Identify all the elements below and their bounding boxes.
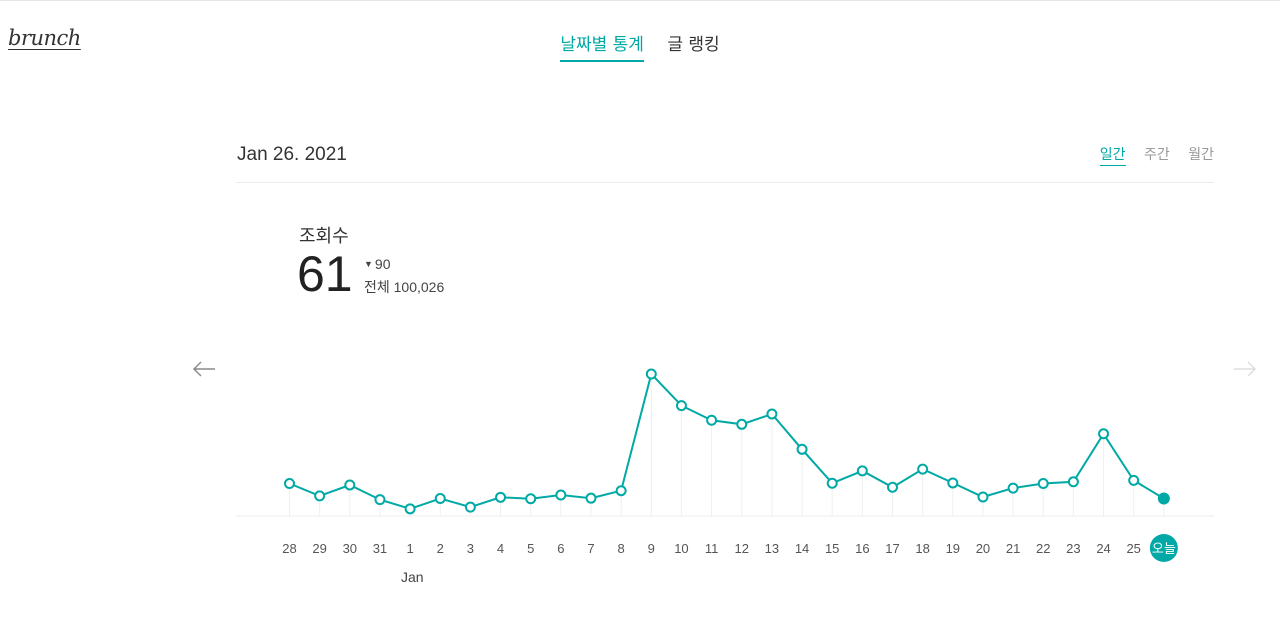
x-tick-label: 30 (343, 541, 357, 556)
x-tick-label: 14 (795, 541, 809, 556)
data-point (917, 463, 929, 475)
data-point (796, 443, 808, 455)
x-tick-label: 7 (587, 541, 594, 556)
period-monthly[interactable]: 월간 (1188, 147, 1214, 163)
brunch-logo[interactable]: brunch (8, 26, 81, 50)
x-tick-label: 11 (705, 541, 719, 556)
x-tick-label: 10 (674, 541, 688, 556)
x-tick-label: 22 (1036, 541, 1050, 556)
x-tick-label: 9 (648, 541, 655, 556)
data-point (675, 400, 687, 412)
data-point (344, 479, 356, 491)
data-point (434, 492, 446, 504)
x-tick-label: 15 (825, 541, 839, 556)
x-tick-label: 12 (735, 541, 749, 556)
data-point (585, 492, 597, 504)
period-weekly[interactable]: 주간 (1144, 147, 1170, 163)
data-point (706, 414, 718, 426)
data-point (856, 465, 868, 477)
x-tick-label: 31 (373, 541, 387, 556)
down-triangle-icon: ▼ (364, 259, 373, 269)
data-point (977, 491, 989, 503)
tab-daily-stats[interactable]: 날짜별 통계 (560, 30, 644, 62)
views-label: 조회수 (299, 226, 349, 247)
x-tick-label: 23 (1066, 541, 1080, 556)
data-point (947, 477, 959, 489)
data-point (615, 485, 627, 497)
data-point (314, 490, 326, 502)
x-tick-label: 6 (557, 541, 564, 556)
period-daily[interactable]: 일간 (1099, 147, 1126, 166)
views-diff-value: 90 (374, 256, 391, 272)
views-diff: ▼ 90 (364, 256, 391, 272)
data-point (1067, 476, 1079, 488)
series-line (289, 372, 1165, 510)
x-tick-label: 21 (1006, 541, 1020, 556)
data-point (1128, 474, 1140, 486)
data-point (1157, 492, 1170, 505)
data-point (555, 489, 567, 501)
data-point (284, 478, 295, 490)
x-tick-label: 2 (437, 541, 444, 556)
data-point (464, 501, 476, 513)
x-tick-label: 5 (527, 541, 534, 556)
header-divider (236, 182, 1214, 183)
data-point (766, 408, 778, 420)
today-badge (1149, 534, 1178, 562)
top-border (0, 0, 1280, 1)
month-label: Jan (401, 569, 424, 585)
data-point (1098, 428, 1110, 440)
data-point (826, 477, 838, 489)
data-point (645, 368, 657, 380)
x-tick-label: 오늘 (1152, 541, 1176, 556)
x-tick-label: 3 (467, 541, 474, 556)
x-tick-label: 4 (497, 541, 504, 556)
data-point (404, 503, 416, 515)
data-point (887, 481, 898, 493)
x-tick-label: 8 (618, 541, 625, 556)
data-point (736, 418, 748, 430)
x-tick-label: 25 (1126, 541, 1140, 556)
x-tick-label: 16 (855, 541, 869, 556)
x-tick-label: 18 (915, 541, 929, 556)
x-tick-label: 17 (885, 541, 899, 556)
x-tick-label: 20 (976, 541, 990, 556)
views-total: 전체 100,026 (364, 279, 445, 295)
x-tick-label: 28 (282, 541, 296, 556)
x-tick-label: 19 (946, 541, 960, 556)
x-tick-label: 13 (765, 541, 779, 556)
x-tick-label: 1 (406, 541, 413, 556)
views-value: 61 (297, 246, 353, 302)
period-selector: 일간 주간 월간 (1086, 144, 1214, 166)
data-point (525, 493, 537, 505)
arrow-right-icon[interactable] (1232, 356, 1258, 382)
tab-post-ranking[interactable]: 글 랭킹 (667, 35, 720, 55)
current-date: Jan 26. 2021 (237, 144, 347, 165)
data-point (1037, 478, 1049, 490)
data-point (495, 491, 507, 503)
data-point (374, 494, 386, 506)
x-tick-label: 24 (1096, 541, 1110, 556)
data-point (1007, 482, 1019, 494)
x-tick-label: 29 (312, 541, 326, 556)
top-nav: 날짜별 통계 글 랭킹 (0, 30, 1280, 62)
arrow-left-icon[interactable] (191, 356, 217, 382)
